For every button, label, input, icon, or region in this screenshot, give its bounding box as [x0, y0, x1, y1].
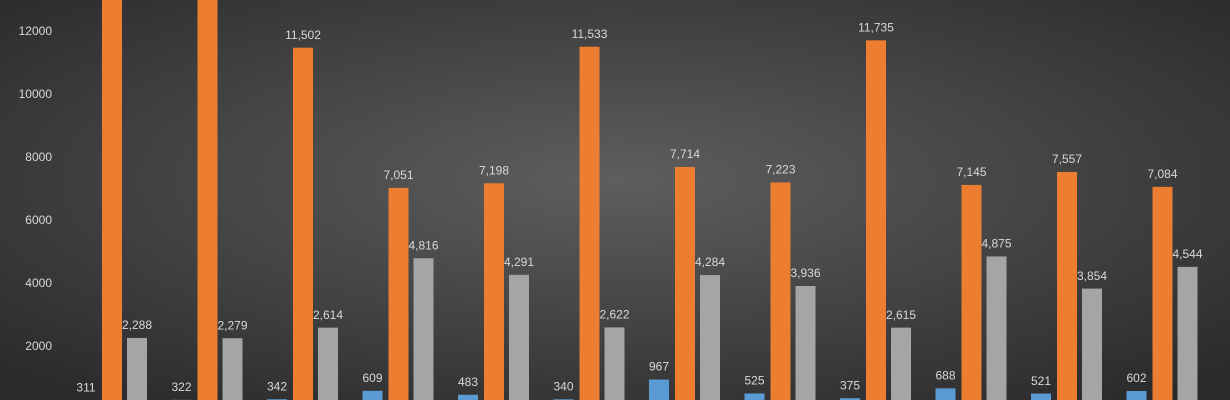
bar	[1057, 171, 1077, 400]
data-label: 7,051	[383, 168, 413, 182]
data-label: 4,816	[408, 238, 438, 252]
data-label: 7,714	[670, 147, 700, 161]
bar	[961, 184, 982, 400]
bar	[222, 338, 243, 400]
data-label: 967	[649, 360, 669, 374]
data-label: 342	[267, 379, 287, 393]
data-label: 4,291	[504, 255, 534, 269]
data-label: 2,615	[886, 308, 916, 322]
bar	[362, 390, 383, 400]
bar	[509, 274, 529, 400]
bar	[840, 398, 860, 400]
bar	[744, 393, 765, 400]
data-label: 322	[171, 380, 191, 394]
bar	[127, 337, 147, 400]
bar	[891, 327, 911, 400]
bar	[770, 182, 791, 400]
data-label: 7,084	[1147, 167, 1177, 181]
data-label: 3,936	[790, 266, 820, 280]
data-label: 340	[553, 379, 573, 393]
bar	[318, 327, 338, 400]
data-label: 602	[1126, 371, 1146, 385]
data-label: 11,735	[858, 21, 894, 35]
data-label: 609	[362, 371, 382, 385]
bar	[604, 327, 625, 400]
data-label: 11,502	[285, 28, 321, 42]
bar	[197, 0, 218, 400]
y-tick-label: 8000	[25, 150, 52, 164]
data-label: 7,223	[765, 163, 795, 177]
data-label: 311	[76, 380, 95, 394]
y-tick-label: 4000	[25, 276, 52, 290]
bar	[866, 40, 886, 400]
bar	[700, 275, 720, 400]
bar	[413, 258, 434, 400]
data-label: 4,875	[981, 237, 1011, 251]
bar	[579, 46, 600, 400]
bar	[293, 47, 313, 400]
bar	[1082, 288, 1102, 400]
data-label: 521	[1031, 374, 1051, 388]
data-label: 3,854	[1077, 269, 1107, 283]
data-label: 525	[744, 374, 764, 388]
data-label: 7,198	[479, 163, 509, 177]
bar	[1126, 391, 1147, 400]
data-label: 2,622	[599, 308, 629, 322]
data-label: 2,614	[313, 308, 343, 322]
bar	[935, 388, 956, 400]
data-label: 688	[935, 368, 955, 382]
y-tick-label: 10000	[19, 87, 53, 101]
data-label: 483	[458, 375, 478, 389]
bar	[675, 167, 695, 400]
bar	[458, 394, 478, 400]
bar	[484, 183, 504, 400]
bar	[1031, 393, 1051, 400]
data-label: 7,145	[956, 165, 986, 179]
data-label: 375	[840, 378, 860, 392]
bar	[986, 256, 1007, 400]
data-label: 4,284	[695, 255, 725, 269]
data-label: 11,533	[572, 27, 608, 41]
y-tick-label: 6000	[25, 213, 52, 227]
y-tick-label: 12000	[19, 24, 53, 38]
bar	[388, 187, 409, 400]
data-label: 7,557	[1052, 152, 1082, 166]
data-label: 2,279	[217, 318, 247, 332]
bar	[649, 379, 669, 400]
bar	[1177, 266, 1198, 400]
bar	[1152, 186, 1173, 400]
data-label: 2,288	[122, 318, 152, 332]
bar	[795, 286, 816, 400]
y-tick-label: 2000	[25, 339, 52, 353]
bar	[102, 0, 122, 400]
data-label: 4,544	[1172, 247, 1202, 261]
